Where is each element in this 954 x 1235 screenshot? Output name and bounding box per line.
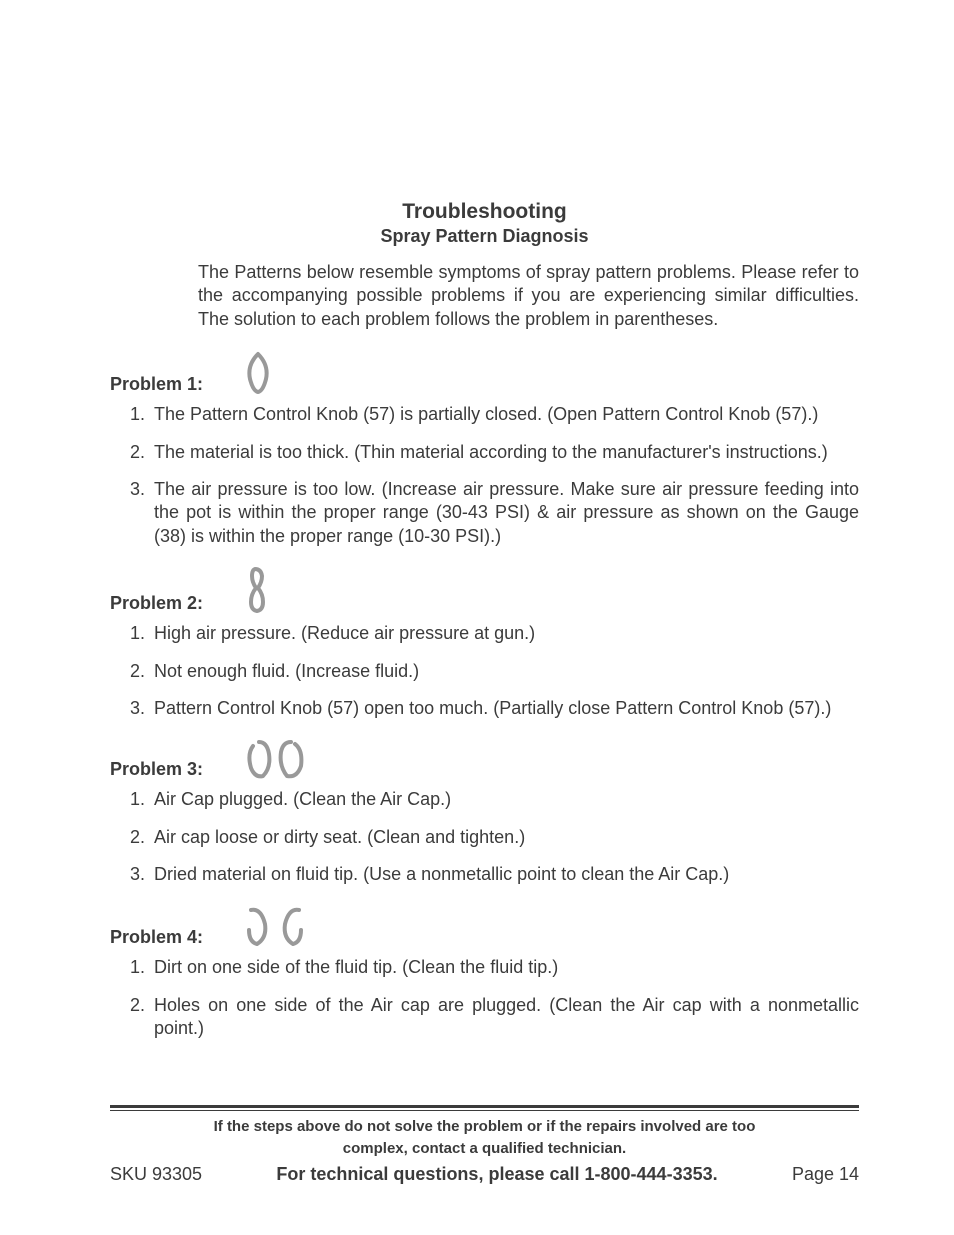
list-item: The air pressure is too low. (Increase a…	[150, 478, 859, 548]
spray-pattern-4-icon	[243, 904, 309, 948]
divider-thin	[110, 1110, 859, 1111]
footer-warning-line2: complex, contact a qualified technician.	[110, 1139, 859, 1159]
spray-pattern-3-icon	[243, 738, 309, 780]
list-item: High air pressure. (Reduce air pressure …	[150, 622, 859, 645]
problem-1-list: The Pattern Control Knob (57) is partial…	[110, 403, 859, 548]
problem-4-header: Problem 4:	[110, 904, 859, 948]
list-item: Dried material on fluid tip. (Use a nonm…	[150, 863, 859, 886]
footer-warning-line1: If the steps above do not solve the prob…	[110, 1117, 859, 1137]
list-item: The Pattern Control Knob (57) is partial…	[150, 403, 859, 426]
spray-pattern-2-icon	[243, 566, 271, 614]
page-footer: If the steps above do not solve the prob…	[110, 1105, 859, 1185]
page-title: Troubleshooting	[110, 200, 859, 224]
problem-4-list: Dirt on one side of the fluid tip. (Clea…	[110, 956, 859, 1040]
problem-3-label: Problem 3:	[110, 759, 203, 780]
page-number: Page 14	[792, 1164, 859, 1185]
divider-heavy	[110, 1105, 859, 1108]
page-subtitle: Spray Pattern Diagnosis	[110, 226, 859, 247]
list-item: Pattern Control Knob (57) open too much.…	[150, 697, 859, 720]
spray-pattern-1-icon	[243, 351, 273, 395]
tech-support-text: For technical questions, please call 1-8…	[202, 1164, 792, 1185]
intro-paragraph: The Patterns below resemble symptoms of …	[198, 261, 859, 331]
problem-3-header: Problem 3:	[110, 738, 859, 780]
problem-1-label: Problem 1:	[110, 374, 203, 395]
list-item: Air cap loose or dirty seat. (Clean and …	[150, 826, 859, 849]
list-item: Not enough fluid. (Increase fluid.)	[150, 660, 859, 683]
page: Troubleshooting Spray Pattern Diagnosis …	[0, 0, 954, 1235]
problem-2-header: Problem 2:	[110, 566, 859, 614]
problem-4-label: Problem 4:	[110, 927, 203, 948]
problem-2-label: Problem 2:	[110, 593, 203, 614]
problem-2-list: High air pressure. (Reduce air pressure …	[110, 622, 859, 720]
sku-label: SKU 93305	[110, 1164, 202, 1185]
problem-1-header: Problem 1:	[110, 351, 859, 395]
problem-3-list: Air Cap plugged. (Clean the Air Cap.) Ai…	[110, 788, 859, 886]
list-item: Air Cap plugged. (Clean the Air Cap.)	[150, 788, 859, 811]
list-item: Dirt on one side of the fluid tip. (Clea…	[150, 956, 859, 979]
list-item: Holes on one side of the Air cap are plu…	[150, 994, 859, 1041]
list-item: The material is too thick. (Thin materia…	[150, 441, 859, 464]
footer-row: SKU 93305 For technical questions, pleas…	[110, 1164, 859, 1185]
